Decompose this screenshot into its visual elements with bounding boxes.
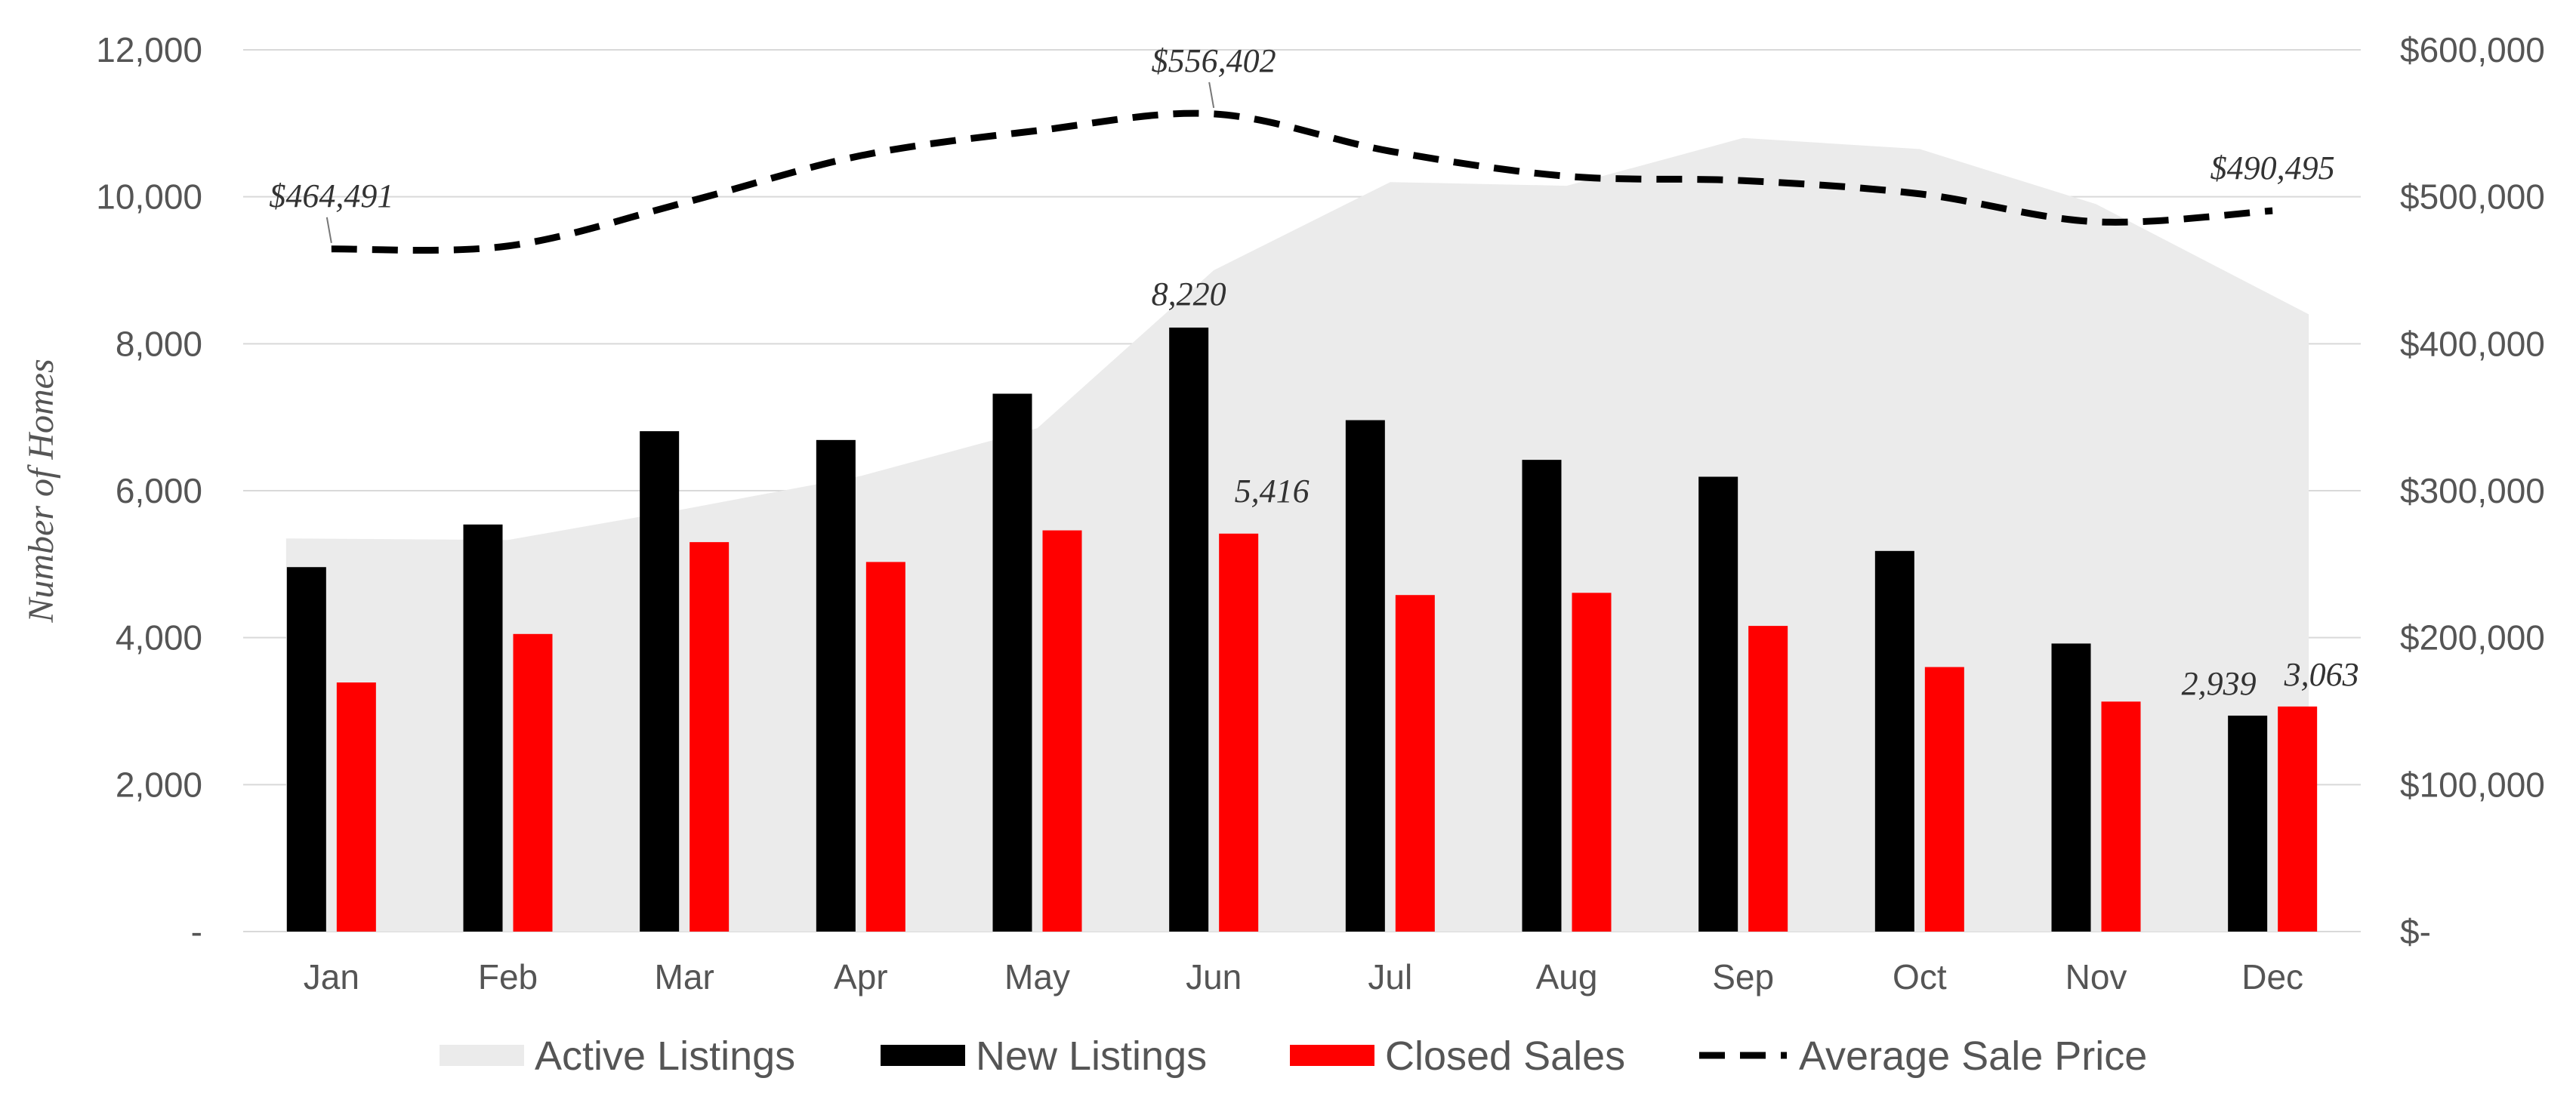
closed-sales-bar — [1572, 593, 1612, 932]
new-listings-bar — [992, 393, 1032, 932]
legend-item: Closed Sales — [1290, 1033, 1625, 1079]
new-listings-bar — [1522, 460, 1562, 932]
average-sale-price-path — [331, 109, 2273, 254]
new-listings-bar — [286, 567, 326, 932]
closed-sales-bar — [1748, 626, 1788, 932]
closed-sales-bar — [690, 542, 730, 932]
data-label: 8,220 — [1152, 276, 1226, 313]
legend-label: Average Sale Price — [1799, 1033, 2147, 1079]
legend-item: New Listings — [881, 1033, 1207, 1079]
x-tick-label: Nov — [2065, 957, 2127, 996]
y-tick-label: 12,000 — [96, 30, 202, 69]
closed-sales-bar — [2278, 706, 2318, 932]
x-tick-label: Oct — [1893, 957, 1947, 996]
average-sale-price-line — [331, 109, 2273, 254]
legend-label: Active Listings — [535, 1033, 795, 1079]
legend-label: Closed Sales — [1385, 1033, 1625, 1079]
new-listings-bar — [463, 524, 503, 932]
active-listings-area-shape — [285, 137, 2309, 932]
closed-sales-bar — [513, 633, 553, 932]
new-listings-bar — [1698, 476, 1738, 932]
closed-sales-bar — [1395, 595, 1435, 932]
label-leader-line — [325, 217, 332, 243]
legend-item: Active Listings — [440, 1033, 795, 1079]
label-leader-line — [1208, 82, 1215, 109]
new-listings-bar — [2228, 715, 2268, 932]
y2-tick-label: $300,000 — [2400, 471, 2545, 510]
closed-sales-bar — [1219, 533, 1259, 932]
bars — [286, 327, 2318, 932]
new-listings-bar — [1874, 550, 1914, 932]
y2-tick-label: $500,000 — [2400, 177, 2545, 217]
axes: - $- 2,000 $100,000 4,000 $200,000 6,000 $300,0… — [21, 30, 2545, 996]
y2-tick-label: $200,000 — [2400, 618, 2545, 658]
closed-sales-bar — [2101, 701, 2141, 932]
x-tick-label: Aug — [1536, 957, 1598, 996]
x-tick-label: Sep — [1712, 957, 1774, 996]
data-label: $490,495 — [2210, 149, 2335, 186]
legend-label: New Listings — [976, 1033, 1207, 1079]
x-tick-label: May — [1004, 957, 1070, 996]
data-label: 5,416 — [1235, 473, 1310, 510]
legend-swatch — [1290, 1045, 1374, 1066]
y-tick-label: 8,000 — [116, 324, 202, 363]
active-listings-area — [285, 137, 2309, 932]
x-tick-label: Dec — [2241, 957, 2303, 996]
new-listings-bar — [816, 439, 856, 932]
x-tick-label: Feb — [478, 957, 538, 996]
legend-item: Average Sale Price — [1699, 1033, 2147, 1079]
data-label: 2,939 — [2182, 665, 2257, 702]
y-tick-label: - — [191, 912, 202, 951]
legend-swatch — [881, 1045, 965, 1066]
data-labels: $464,491 $556,402 $490,495 8,220 5,416 2,939 3… — [269, 42, 2359, 702]
new-listings-bar — [640, 431, 680, 932]
x-tick-label: Jun — [1186, 957, 1242, 996]
data-label: 3,063 — [2284, 656, 2359, 693]
closed-sales-bar — [865, 562, 905, 932]
y-tick-label: 4,000 — [116, 618, 202, 658]
x-tick-label: Mar — [655, 957, 714, 996]
data-label: $464,491 — [269, 177, 393, 214]
y-axis-title: Number of Homes — [21, 359, 61, 623]
new-listings-bar — [1169, 327, 1209, 932]
closed-sales-bar — [1042, 530, 1082, 932]
y2-tick-label: $400,000 — [2400, 324, 2545, 363]
y2-tick-label: $- — [2400, 912, 2431, 951]
y-tick-label: 10,000 — [96, 177, 202, 217]
legend-swatch — [440, 1045, 524, 1066]
x-tick-label: Apr — [834, 957, 888, 996]
closed-sales-bar — [1924, 667, 1964, 932]
y2-tick-label: $600,000 — [2400, 30, 2545, 69]
y2-tick-label: $100,000 — [2400, 765, 2545, 804]
closed-sales-bar — [336, 682, 376, 932]
x-tick-label: Jan — [304, 957, 359, 996]
new-listings-bar — [2051, 643, 2091, 932]
y-tick-label: 6,000 — [116, 471, 202, 510]
legend: Active Listings New Listings Closed Sales A… — [440, 1033, 2147, 1079]
new-listings-bar — [1345, 420, 1385, 932]
data-label: $556,402 — [1152, 42, 1276, 79]
x-tick-label: Jul — [1368, 957, 1412, 996]
y-tick-label: 2,000 — [116, 765, 202, 804]
